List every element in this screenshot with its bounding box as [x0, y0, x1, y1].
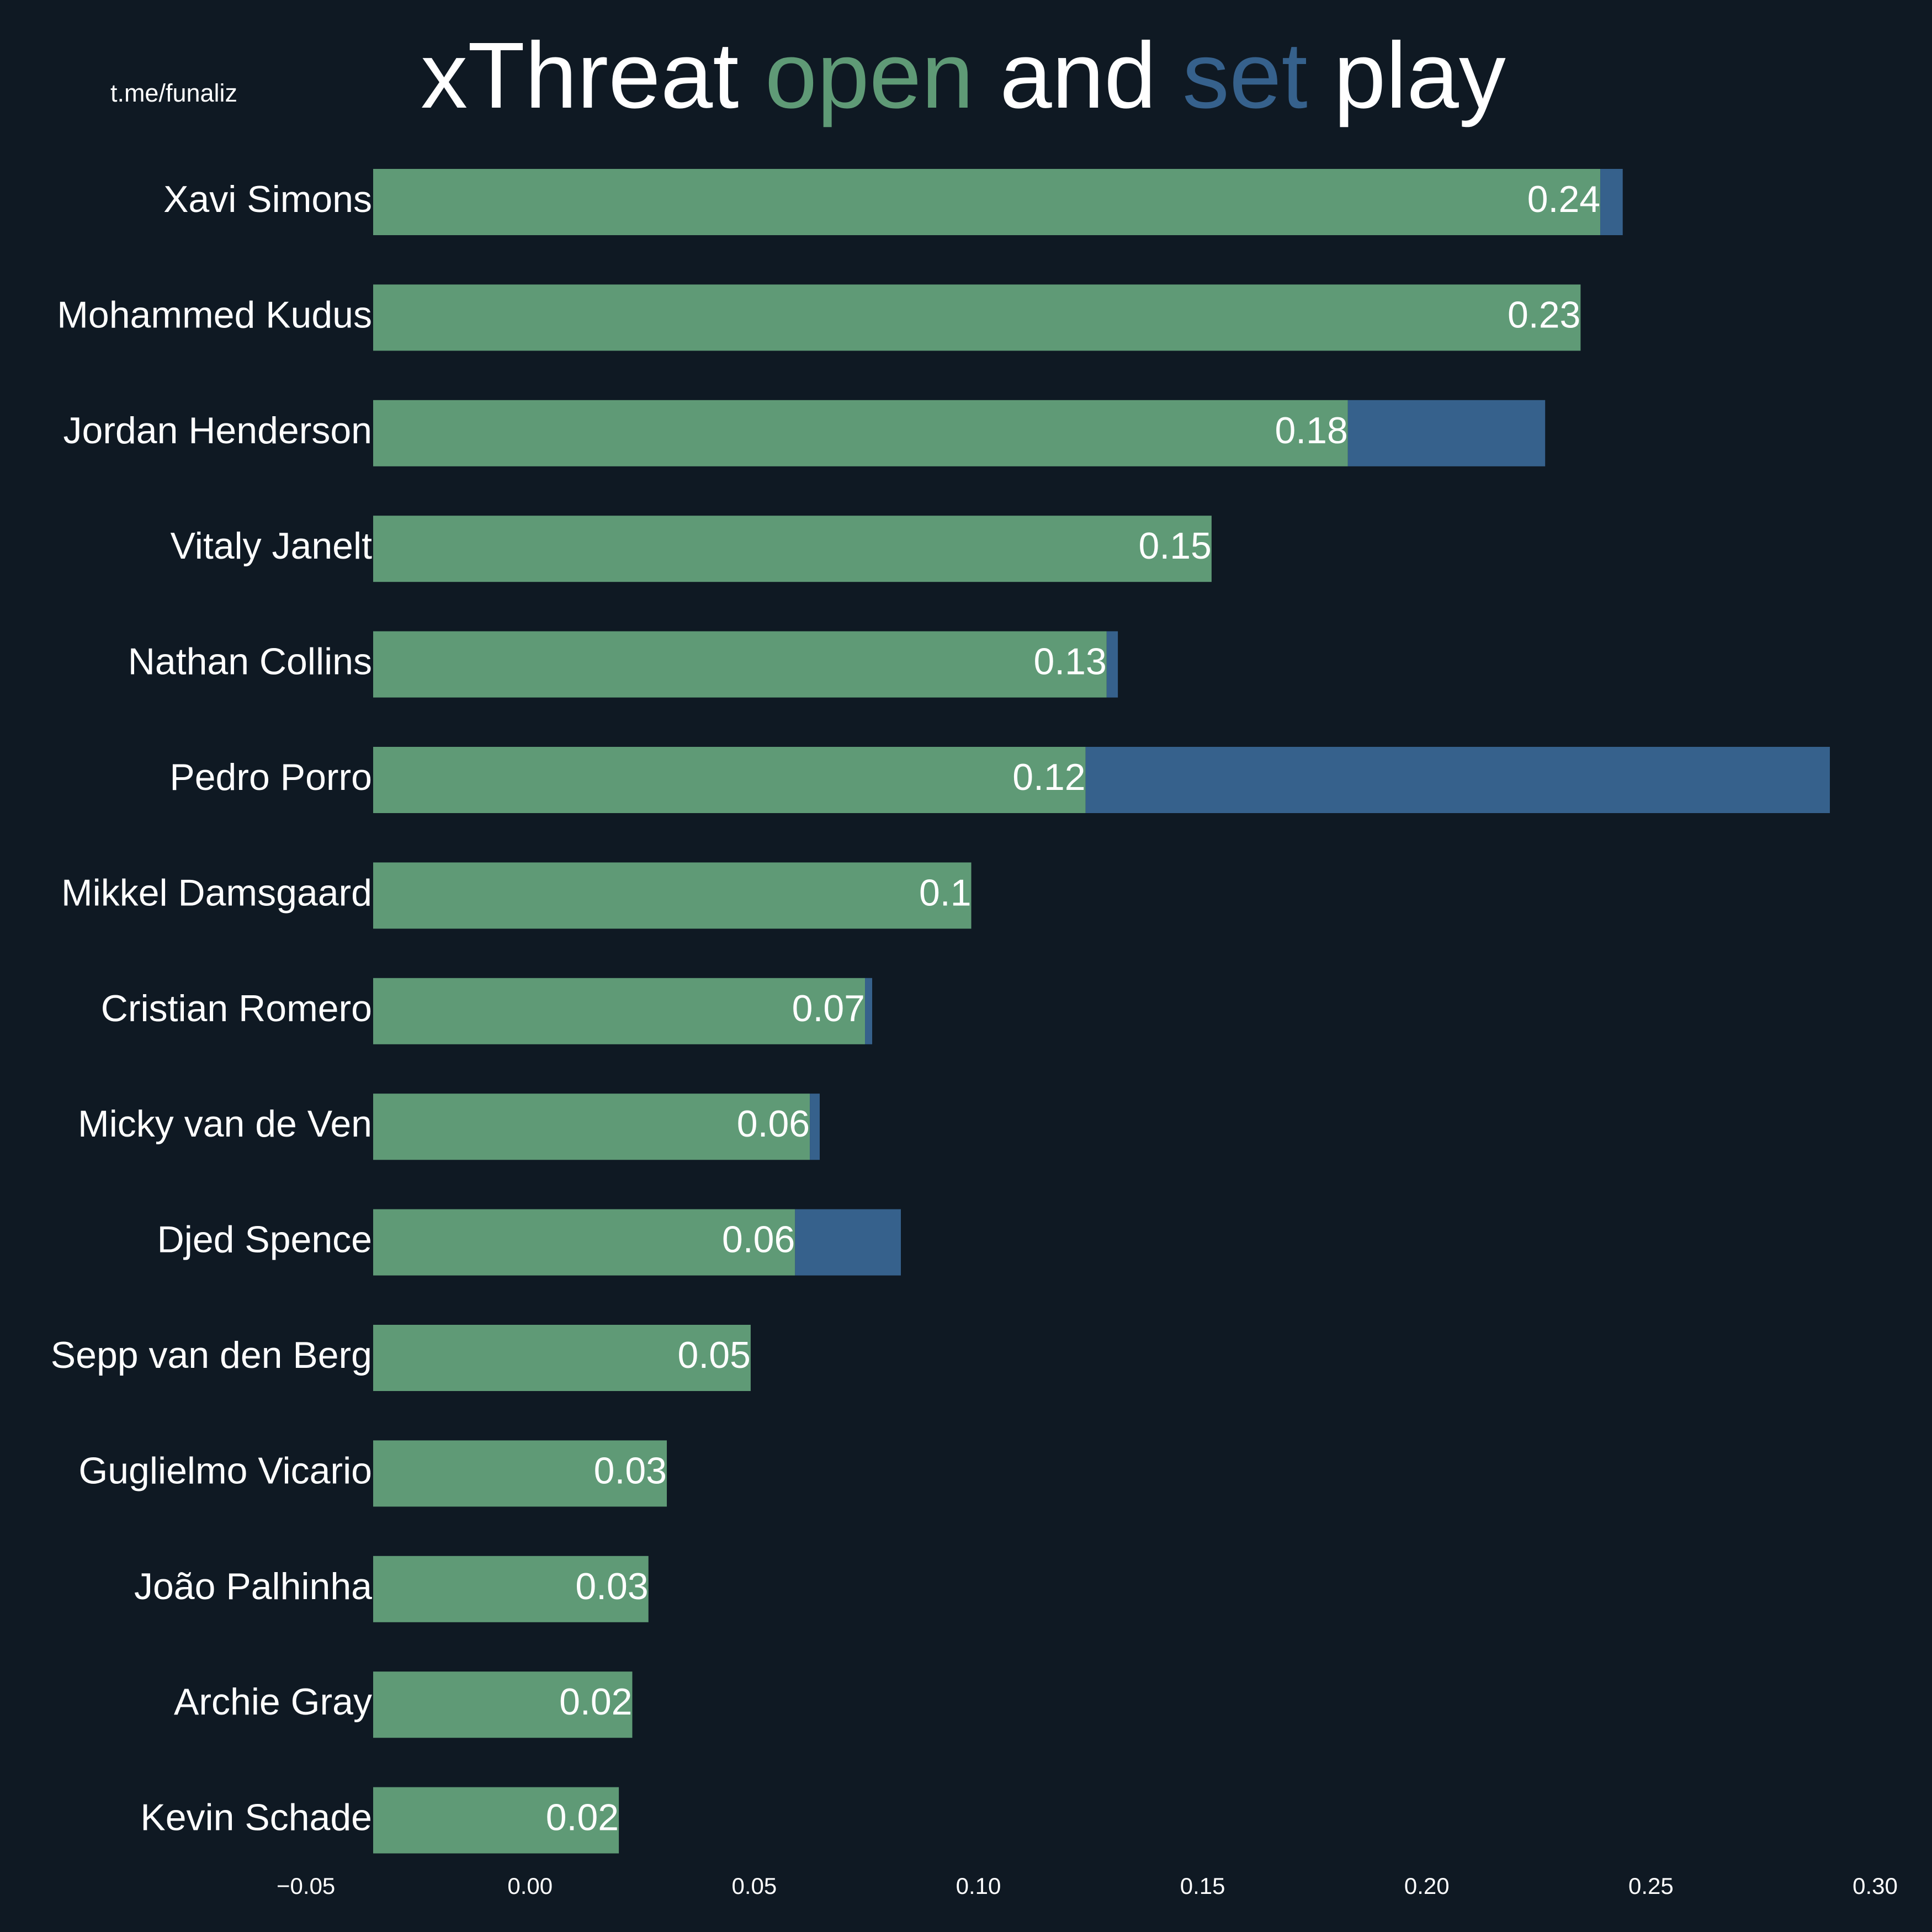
bar	[795, 1209, 901, 1276]
y-tick-label: Vitaly Janelt	[171, 525, 373, 567]
bar	[373, 747, 1086, 813]
y-tick-label: Mikkel Damsgaard	[61, 872, 372, 914]
x-tick-label: 0.30	[1853, 1873, 1898, 1899]
bar	[810, 1094, 820, 1160]
y-tick-label: João Palhinha	[134, 1565, 372, 1607]
x-tick-label: −0.05	[277, 1873, 335, 1899]
y-tick-label: Jordan Henderson	[63, 410, 372, 452]
bar	[1347, 400, 1546, 466]
bar	[373, 978, 866, 1044]
title-part: and	[1000, 23, 1156, 128]
bar	[1085, 747, 1830, 813]
x-tick-label: 0.25	[1628, 1873, 1674, 1899]
y-tick-label: Sepp van den Berg	[51, 1334, 372, 1376]
data-label: 0.06	[722, 1219, 795, 1261]
y-tick-label: Guglielmo Vicario	[78, 1450, 372, 1492]
data-label: 0.15	[1139, 525, 1212, 567]
bar	[373, 1325, 751, 1391]
bar	[865, 978, 873, 1044]
legend-entry: set	[1182, 23, 1308, 128]
chart-title: xThreat open and set play	[421, 23, 1506, 128]
data-label: 0.02	[559, 1681, 632, 1723]
data-label: 0.24	[1527, 178, 1600, 220]
x-tick-label: 0.10	[956, 1873, 1001, 1899]
y-tick-label: Mohammed Kudus	[57, 294, 372, 336]
data-label: 0.13	[1033, 641, 1106, 683]
title-part: xThreat	[421, 23, 739, 128]
x-tick-label: 0.20	[1404, 1873, 1450, 1899]
data-label: 0.12	[1012, 756, 1085, 798]
x-tick-label: 0.15	[1180, 1873, 1225, 1899]
data-label: 0.03	[594, 1450, 667, 1492]
data-label: 0.05	[678, 1334, 751, 1376]
bar	[373, 1094, 810, 1160]
bar	[373, 400, 1348, 466]
y-tick-label: Xavi Simons	[163, 178, 372, 220]
bar	[373, 1440, 667, 1507]
x-tick-label: 0.05	[732, 1873, 777, 1899]
bar	[373, 169, 1601, 235]
legend-entry: open	[765, 23, 974, 128]
source: t.me/funaliz	[110, 79, 237, 107]
bar	[373, 1671, 633, 1738]
bar	[373, 1209, 795, 1276]
y-tick-label: Pedro Porro	[169, 756, 372, 798]
bar	[373, 862, 972, 929]
data-label: 0.02	[546, 1797, 619, 1839]
data-label: 0.07	[792, 988, 865, 1029]
data-label: 0.23	[1508, 294, 1580, 336]
bar	[373, 284, 1581, 351]
data-label: 0.03	[575, 1565, 648, 1607]
bar	[373, 1787, 619, 1854]
y-tick-label: Micky van de Ven	[78, 1103, 372, 1145]
bar	[373, 516, 1212, 582]
y-tick-label: Nathan Collins	[128, 641, 372, 683]
y-tick-label: Djed Spence	[157, 1219, 372, 1261]
y-tick-label: Cristian Romero	[101, 988, 372, 1029]
data-label: 0.06	[737, 1103, 810, 1145]
bar	[1600, 169, 1623, 235]
y-tick-label: Archie Gray	[174, 1681, 372, 1723]
data-label: 0.18	[1275, 410, 1347, 452]
bar	[373, 1556, 649, 1622]
bar	[373, 631, 1107, 698]
y-tick-label: Kevin Schade	[140, 1797, 372, 1839]
bar	[1106, 631, 1118, 698]
x-tick-label: 0.00	[507, 1873, 553, 1899]
title-part: play	[1334, 23, 1506, 128]
data-label: 0.1	[919, 872, 972, 914]
